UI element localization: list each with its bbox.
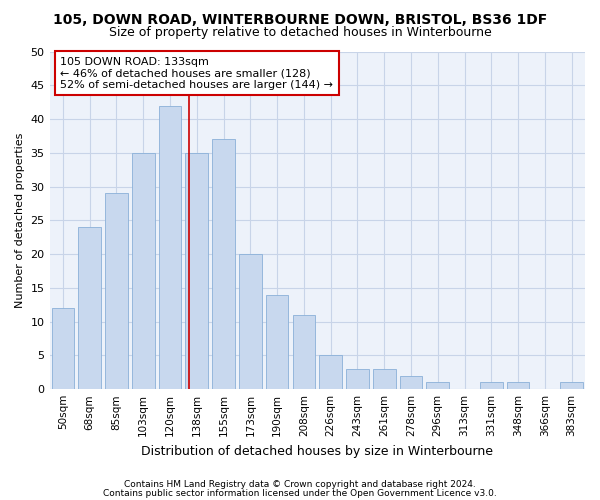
Bar (52, 308, 74, 389)
Text: Size of property relative to detached houses in Winterbourne: Size of property relative to detached ho… (109, 26, 491, 39)
Bar (506, 382, 529, 389)
Text: Contains public sector information licensed under the Open Government Licence v3: Contains public sector information licen… (103, 488, 497, 498)
Bar (400, 376, 422, 389)
Text: 105 DOWN ROAD: 133sqm
← 46% of detached houses are smaller (128)
52% of semi-det: 105 DOWN ROAD: 133sqm ← 46% of detached … (60, 56, 333, 90)
Bar (212, 140, 235, 389)
Bar (346, 369, 369, 389)
Bar (480, 382, 503, 389)
Bar (79, 227, 101, 389)
Text: Contains HM Land Registry data © Crown copyright and database right 2024.: Contains HM Land Registry data © Crown c… (124, 480, 476, 489)
Bar (427, 382, 449, 389)
X-axis label: Distribution of detached houses by size in Winterbourne: Distribution of detached houses by size … (141, 444, 493, 458)
Bar (158, 106, 181, 389)
Bar (185, 153, 208, 389)
Y-axis label: Number of detached properties: Number of detached properties (15, 132, 25, 308)
Bar (132, 153, 155, 389)
Bar (319, 356, 342, 389)
Bar (373, 369, 395, 389)
Bar (293, 315, 315, 389)
Bar (105, 194, 128, 389)
Bar (560, 382, 583, 389)
Text: 105, DOWN ROAD, WINTERBOURNE DOWN, BRISTOL, BS36 1DF: 105, DOWN ROAD, WINTERBOURNE DOWN, BRIST… (53, 12, 547, 26)
Bar (266, 294, 289, 389)
Bar (239, 254, 262, 389)
